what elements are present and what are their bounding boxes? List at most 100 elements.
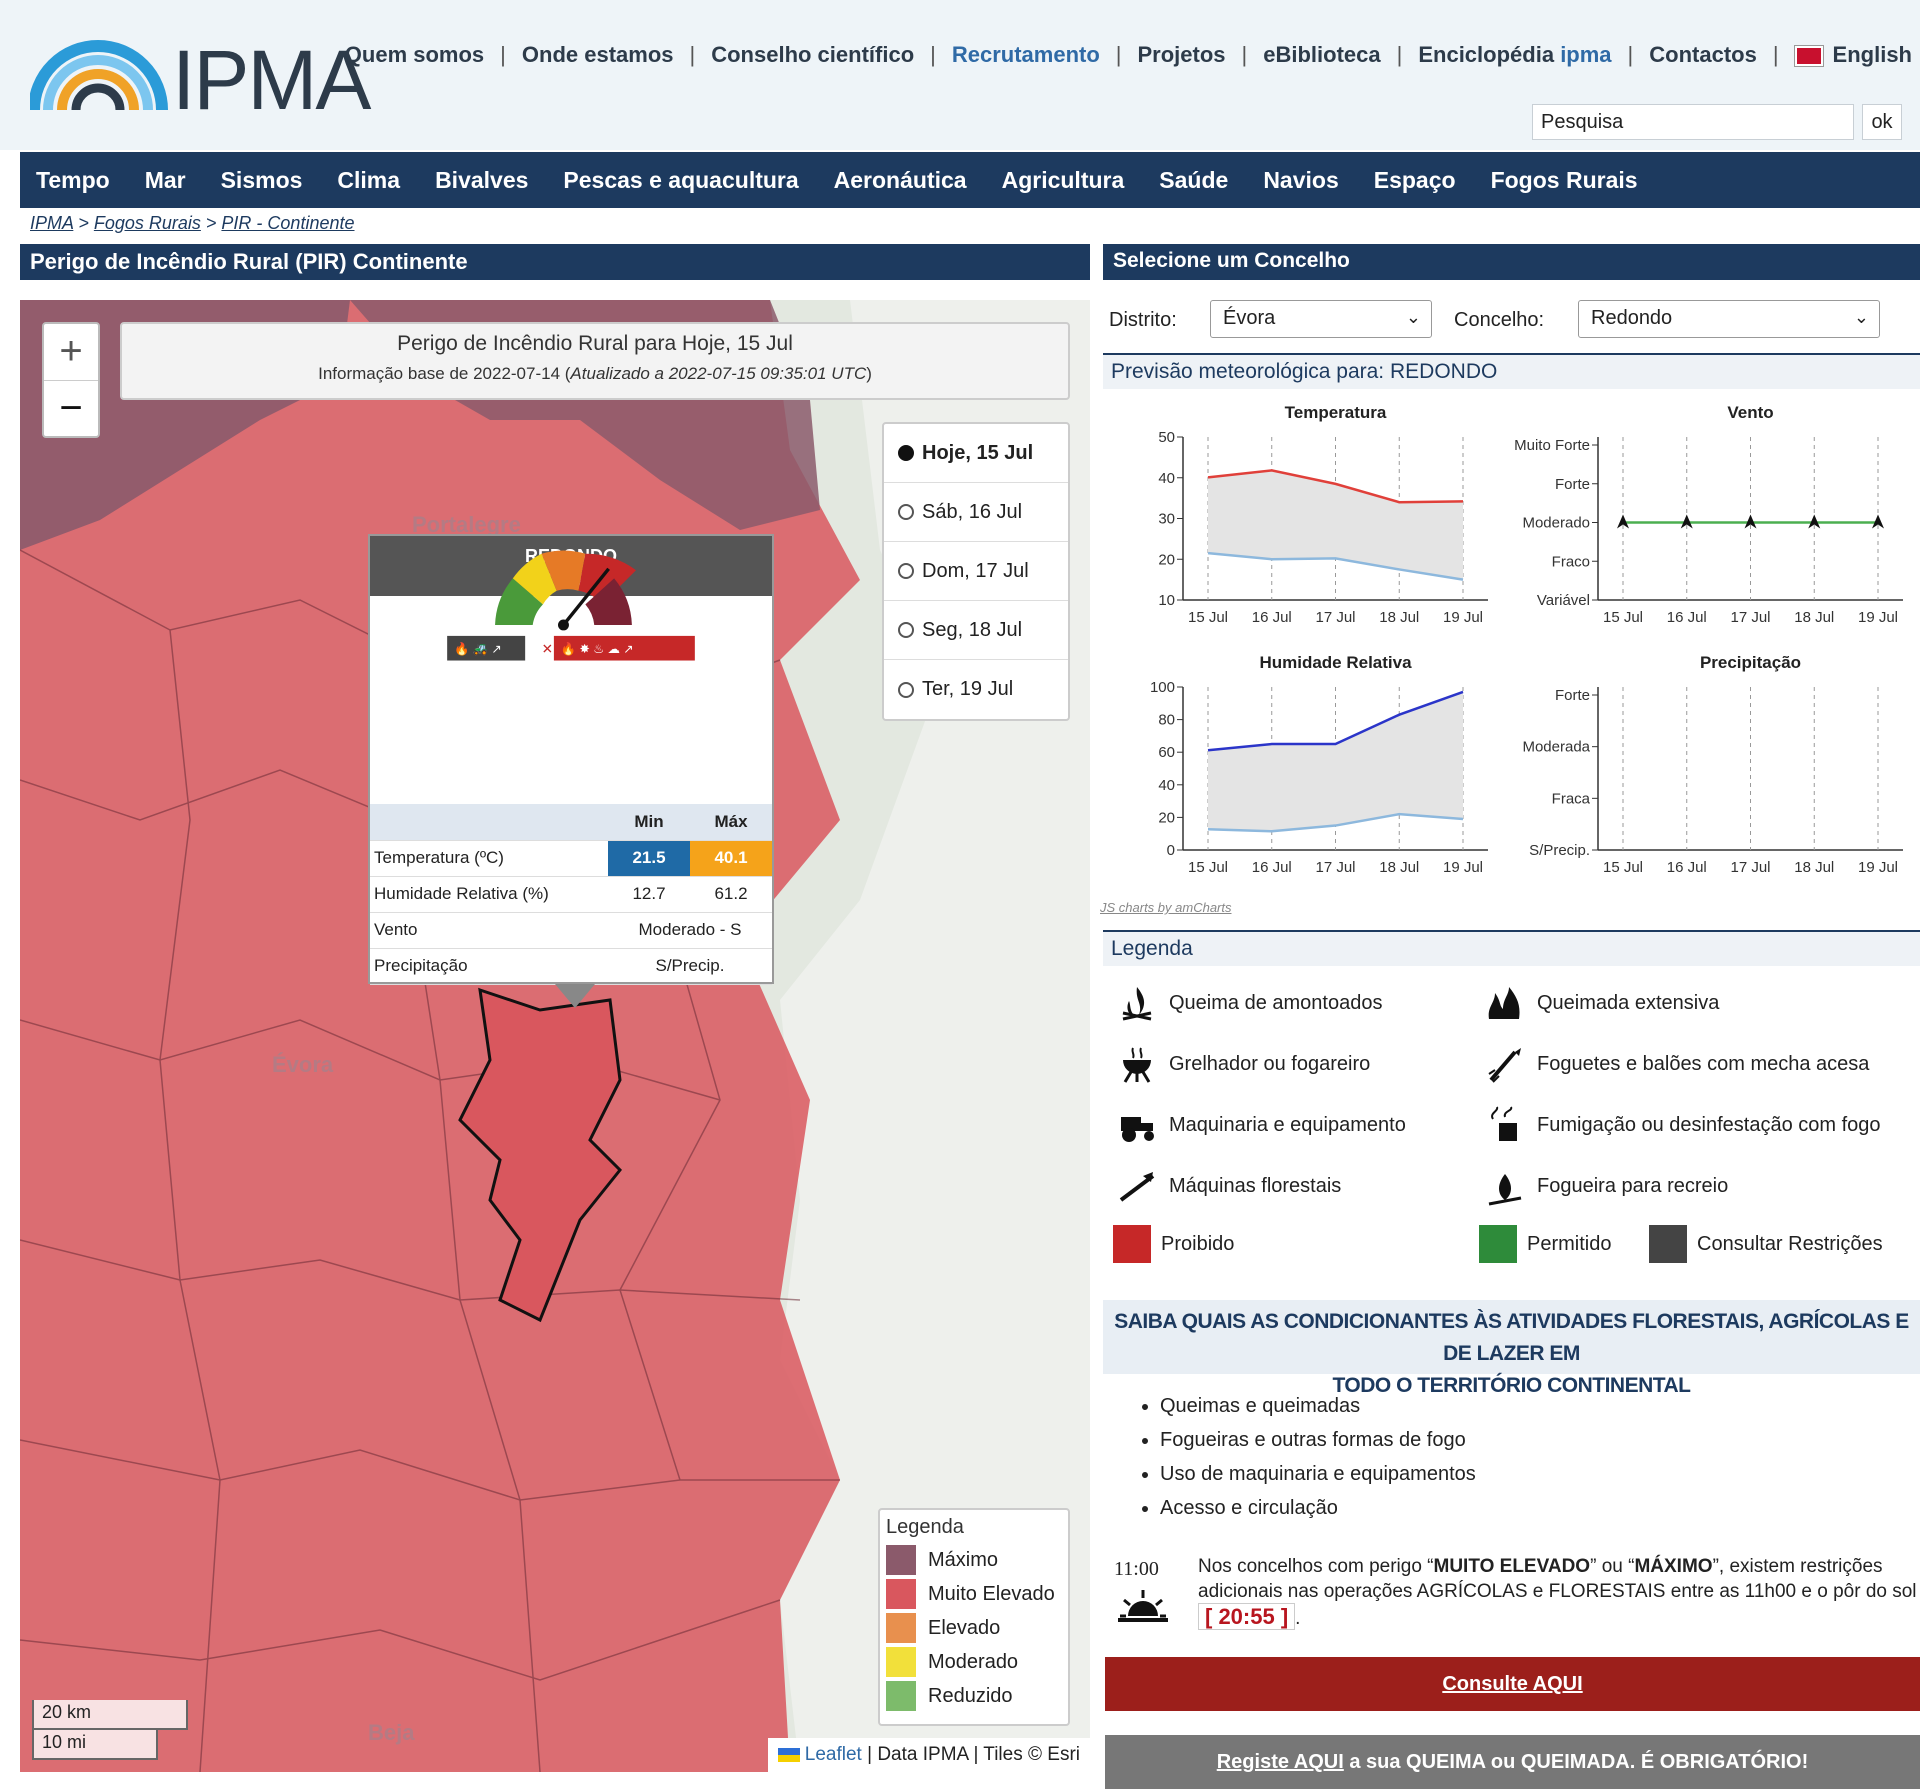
leaflet-link[interactable]: Leaflet	[804, 1744, 862, 1765]
wind-arrow-icon	[1744, 514, 1757, 529]
label-beja: Beja	[368, 1720, 415, 1745]
status-swatch	[1479, 1225, 1517, 1263]
sun-text-1: Nos concelhos com perigo “	[1198, 1556, 1434, 1577]
english-label: English	[1832, 42, 1912, 67]
legend-foguetes: Foguetes e balões com mecha acesa	[1485, 1044, 1869, 1084]
legend-text: Permitido	[1527, 1232, 1612, 1255]
day-option[interactable]: Sáb, 16 Jul	[884, 483, 1068, 542]
vento-value: Moderado - S	[608, 912, 772, 949]
saiba-list: Queimas e queimadas Fogueiras e outras f…	[1140, 1395, 1476, 1531]
day-label: Ter, 19 Jul	[922, 678, 1014, 700]
zoom-in-button[interactable]: +	[59, 329, 83, 373]
search-ok-button[interactable]: ok	[1862, 104, 1902, 140]
nav-conselho-cientifico[interactable]: Conselho científico	[711, 42, 915, 67]
mainnav-bivalves[interactable]: Bivalves	[435, 166, 529, 193]
sunset-icon	[1118, 1590, 1168, 1622]
distrito-select[interactable]: Évora ⌄	[1210, 300, 1432, 338]
nav-enciclopedia[interactable]: Enciclopédia ipma	[1418, 42, 1611, 68]
day-option[interactable]: Ter, 19 Jul	[884, 660, 1068, 719]
mainnav-clima[interactable]: Clima	[337, 166, 401, 193]
nav-contactos[interactable]: Contactos	[1649, 42, 1757, 67]
attrib-tiles: | Tiles © Esri	[973, 1744, 1080, 1765]
day-option[interactable]: Dom, 17 Jul	[884, 542, 1068, 601]
sunset-time: [ 20:55 ]	[1198, 1603, 1296, 1630]
scale-km: 20 km	[32, 1700, 188, 1730]
mainnav-agricultura[interactable]: Agricultura	[1001, 166, 1125, 193]
legend-status-consultar: Consultar Restrições	[1649, 1225, 1883, 1263]
nav-projetos[interactable]: Projetos	[1137, 42, 1226, 67]
concelho-popup: REDONDO ( ÉVORA ) 🔥 🚜 ↗ ✕ 🔥 ✸ ♨ ☁ ↗ MinM…	[368, 534, 774, 985]
chainsaw-icon	[1117, 1166, 1157, 1206]
list-item[interactable]: Queimas e queimadas	[1160, 1395, 1476, 1429]
day-option[interactable]: Hoje, 15 Jul	[884, 424, 1068, 483]
legend-grelhador: Grelhador ou fogareiro	[1117, 1044, 1370, 1084]
sun-bold-1: MUITO ELEVADO	[1433, 1556, 1591, 1577]
legend-item: Elevado	[886, 1611, 1062, 1645]
x-tick-label: 19 Jul	[1858, 859, 1898, 876]
mainnav-navios[interactable]: Navios	[1263, 166, 1339, 193]
temp-max: 40.1	[690, 840, 772, 877]
breadcrumb-ipma[interactable]: IPMA	[30, 213, 74, 233]
y-tick-label: Variável	[1537, 592, 1590, 609]
nav-quem-somos[interactable]: Quem somos	[344, 42, 485, 67]
legend-swatch	[886, 1681, 916, 1711]
y-tick-label: S/Precip.	[1529, 842, 1590, 859]
day-label: Hoje, 15 Jul	[922, 441, 1034, 464]
grill-icon	[1117, 1044, 1157, 1084]
sunset-restriction: 11:00 Nos concelhos com perigo “MUITO EL…	[1110, 1550, 1920, 1640]
x-tick-label: 15 Jul	[1603, 859, 1643, 876]
distrito-value: Évora	[1223, 307, 1276, 329]
nav-onde-estamos[interactable]: Onde estamos	[521, 42, 674, 67]
breadcrumb-pir-continente[interactable]: PIR - Continente	[221, 213, 355, 233]
list-item[interactable]: Uso de maquinaria e equipamentos	[1160, 1463, 1476, 1497]
registe-queima-banner[interactable]: Registe AQUI a sua QUEIMA ou QUEIMADA. É…	[1105, 1735, 1920, 1789]
mainnav-fogos-rurais[interactable]: Fogos Rurais	[1490, 166, 1638, 193]
mainnav-aeronautica[interactable]: Aeronáutica	[833, 166, 967, 193]
nav-ebiblioteca[interactable]: eBiblioteca	[1263, 42, 1381, 67]
x-tick-label: 17 Jul	[1730, 859, 1770, 876]
mainnav-saude[interactable]: Saúde	[1159, 166, 1229, 193]
saiba-banner[interactable]: SAIBA QUAIS AS CONDICIONANTES ÀS ATIVIDA…	[1103, 1300, 1920, 1397]
map-legend-title: Legenda	[886, 1516, 964, 1538]
zoom-out-button[interactable]: −	[44, 380, 98, 436]
breadcrumb-fogos-rurais[interactable]: Fogos Rurais	[93, 213, 201, 233]
ipma-logo[interactable]	[30, 30, 360, 120]
x-tick-label: 16 Jul	[1252, 859, 1292, 876]
mainnav-tempo[interactable]: Tempo	[36, 166, 110, 193]
mainnav-mar[interactable]: Mar	[144, 166, 186, 193]
legenda-title: Legenda	[1103, 930, 1920, 966]
hum-max: 61.2	[690, 876, 772, 913]
series-line	[1207, 551, 1464, 581]
nav-english[interactable]: English	[1793, 42, 1912, 68]
search-input[interactable]: Pesquisa	[1532, 104, 1854, 140]
mainnav-espaco[interactable]: Espaço	[1373, 166, 1456, 193]
time-label: 11:00	[1114, 1558, 1159, 1580]
y-tick-label: Moderada	[1522, 739, 1590, 756]
day-option[interactable]: Seg, 18 Jul	[884, 601, 1068, 660]
map-sub-updated: Atualizado a 2022-07-15 09:35:01 UTC	[570, 364, 867, 383]
concelho-select[interactable]: Redondo ⌄	[1578, 300, 1880, 338]
consulte-aqui-button[interactable]: Consulte AQUI	[1105, 1657, 1920, 1711]
popup-pointer	[555, 984, 595, 1008]
risk-map[interactable]: Portalegre Évora Beja + − Perigo de Incê…	[20, 300, 1090, 1772]
chart-title: Vento	[1727, 403, 1773, 422]
y-tick-label: 40	[1158, 470, 1175, 487]
range-area	[1208, 691, 1463, 832]
legend-maquinas-florestais: Máquinas florestais	[1117, 1166, 1341, 1206]
y-tick-label: Forte	[1555, 687, 1590, 704]
attrib-ipma[interactable]: IPMA	[922, 1744, 969, 1765]
nav-recrutamento[interactable]: Recrutamento	[951, 42, 1100, 67]
rocket-icon	[1485, 1044, 1525, 1084]
redondo-boundary[interactable]	[458, 987, 623, 1323]
registe-link[interactable]: Registe AQUI	[1216, 1751, 1344, 1773]
mainnav-pescas[interactable]: Pescas e aquacultura	[563, 166, 799, 193]
list-item[interactable]: Fogueiras e outras formas de fogo	[1160, 1429, 1476, 1463]
mainnav-sismos[interactable]: Sismos	[220, 166, 303, 193]
amcharts-credit[interactable]: JS charts by amCharts	[1100, 900, 1232, 915]
list-item[interactable]: Acesso e circulação	[1160, 1497, 1476, 1531]
uk-flag-icon	[1793, 45, 1824, 68]
tractor-icon	[1117, 1105, 1157, 1145]
temp-min: 21.5	[608, 840, 690, 877]
x-tick-label: 15 Jul	[1603, 609, 1643, 626]
chart-title: Temperatura	[1285, 403, 1387, 422]
